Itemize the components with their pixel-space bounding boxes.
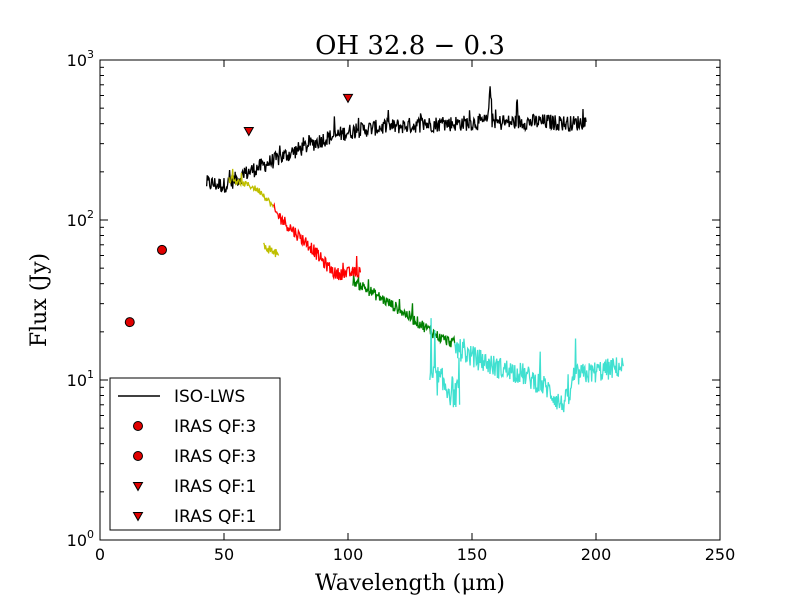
x-axis-ticks: 0 50 100 150 200 250 <box>95 60 735 564</box>
x-tick-label: 0 <box>95 545 105 564</box>
legend-label: IRAS QF:3 <box>174 417 256 437</box>
series-spectrum-yellow-segment <box>263 242 280 258</box>
y-axis-label: Flux (Jy) <box>27 253 52 347</box>
plot-area <box>124 86 624 413</box>
iras-marker-1 <box>157 244 167 255</box>
x-tick-label: 150 <box>457 545 488 564</box>
plot-frame <box>99 59 721 541</box>
series-spectrum-turquoise <box>454 338 624 413</box>
legend-label: IRAS QF:1 <box>174 477 256 497</box>
iras-marker-3 <box>342 93 354 104</box>
x-tick-label: 50 <box>214 545 234 564</box>
chart-title: OH 32.8 − 0.3 <box>315 31 505 61</box>
iras-marker-0 <box>124 317 135 328</box>
series-spectrum-red <box>273 202 362 281</box>
legend-label: IRAS QF:1 <box>174 507 256 527</box>
legend: ISO-LWS IRAS QF:3 IRAS QF:3 IRAS QF:1 IRAS Q… <box>109 377 281 531</box>
iras-marker-2 <box>243 126 255 137</box>
series-spectrum-yellow <box>228 168 275 208</box>
legend-marker <box>133 451 143 461</box>
x-axis-label: Wavelength (μm) <box>315 571 505 596</box>
series-spectrum-turquoise-segment <box>429 318 461 408</box>
series-spectrum-green <box>352 275 456 348</box>
y-tick-label: 101 <box>67 368 94 390</box>
y-axis-ticks: 100 101 102 103 <box>67 48 720 550</box>
legend-marker <box>132 482 144 492</box>
x-tick-label: 250 <box>705 545 736 564</box>
series-iso-lws <box>205 86 587 193</box>
x-tick-label: 100 <box>333 545 364 564</box>
y-tick-label: 102 <box>67 208 94 230</box>
y-tick-label: 103 <box>67 48 94 70</box>
y-tick-label: 100 <box>67 528 94 550</box>
legend-label: IRAS QF:3 <box>174 447 256 467</box>
legend-marker <box>133 421 143 431</box>
x-tick-label: 200 <box>581 545 612 564</box>
legend-label: ISO-LWS <box>174 387 245 407</box>
legend-marker <box>132 512 144 522</box>
